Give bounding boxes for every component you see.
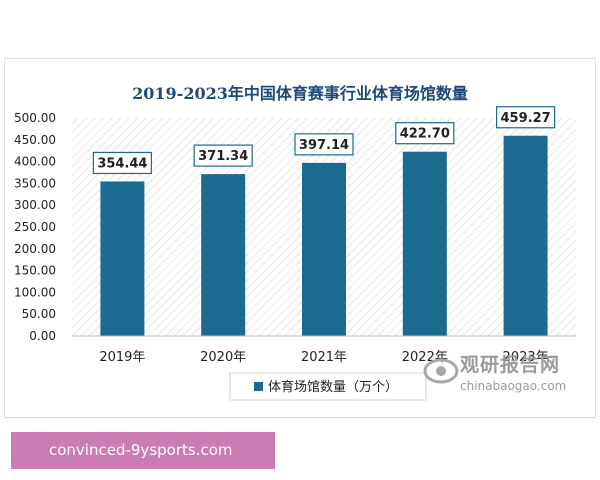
y-tick-label: 100.00 [14,285,56,299]
watermark-brand-en: chinabaogao.com [460,379,567,393]
bar [302,162,346,336]
legend-label: 体育场馆数量（万个） [268,379,398,395]
data-label: 371.34 [198,149,248,164]
bars: 354.44 371.34 397.14 422.70 459.27 [92,106,556,336]
chart-title: 2019-2023年中国体育赛事行业体育场馆数量 [132,84,468,103]
bar [201,174,246,336]
y-tick-label: 350.00 [14,176,56,190]
y-tick-label: 250.00 [14,220,56,234]
y-axis: 0.00 50.00 100.00 150.00 200.00 250.00 300.00 3… [14,111,56,343]
y-tick-label: 200.00 [14,242,56,256]
data-label: 397.14 [299,138,349,153]
watermark: 观研报告网 chinabaogao.com [460,350,600,393]
chinabaogao-logo-icon [423,358,459,384]
data-label-box [294,133,354,156]
x-tick-label: 2023年 [503,350,549,365]
source-caption: convinced-9ysports.com [11,432,275,469]
y-tick-label: 0.00 [29,329,56,343]
x-tick-label: 2019年 [99,350,145,365]
y-tick-label: 500.00 [14,111,56,125]
x-tick-label: 2021年 [301,350,347,365]
y-tick-label: 50.00 [22,307,56,321]
legend-swatch [254,382,263,391]
data-label-box [193,144,253,167]
data-label-box [496,106,556,129]
data-label: 459.27 [501,111,551,126]
bar [402,151,447,336]
data-label-box [92,151,153,175]
watermark-brand-cn: 观研报告网 [460,354,561,376]
y-tick-label: 450.00 [14,133,56,147]
y-tick-label: 150.00 [14,264,56,278]
y-tick-label: 300.00 [14,198,56,212]
y-tick-label: 400.00 [14,155,56,169]
bar [503,135,548,336]
data-label: 422.70 [400,127,450,142]
legend: 体育场馆数量（万个） [229,372,427,401]
data-label-box [395,122,455,145]
bar [100,181,145,336]
x-tick-label: 2020年 [200,350,246,365]
data-label: 354.44 [97,156,147,171]
